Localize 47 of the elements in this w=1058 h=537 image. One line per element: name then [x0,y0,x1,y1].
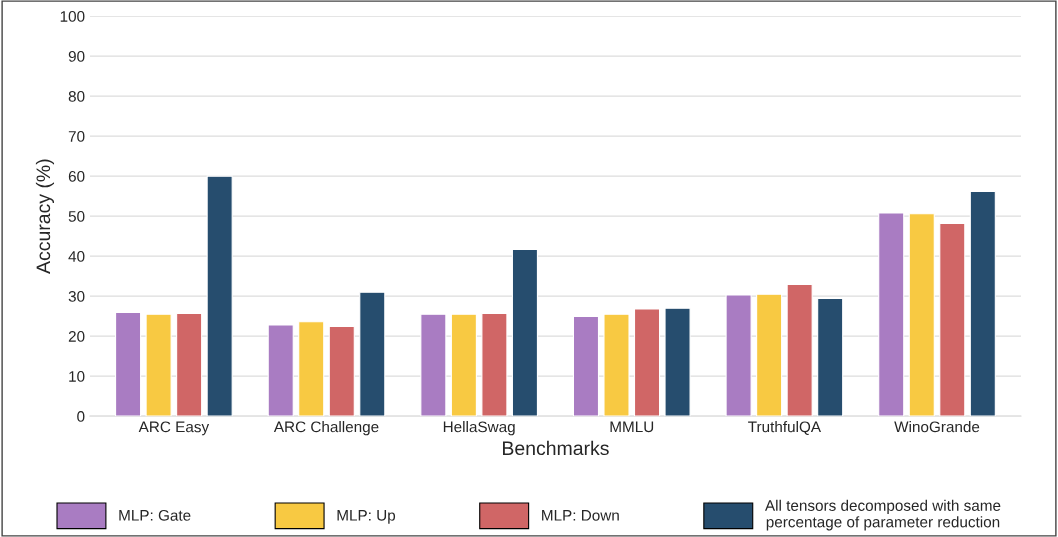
y-tick-label: 90 [68,50,85,62]
y-axis-title: Accuracy (%) [35,159,55,274]
y-tick-label: 60 [68,171,85,182]
bar [511,248,538,417]
y-tick-label: 0 [77,411,85,422]
x-tick-label: HellaSwag [443,421,515,436]
bar [481,312,508,417]
y-tick-label: 10 [69,371,85,382]
bar [115,312,142,417]
x-axis-title: Benchmarks [503,440,609,456]
bar [145,313,172,417]
x-tick-label: ARC Challenge [273,421,379,436]
x-tick-label: MMLU [610,421,654,433]
bar [603,313,630,417]
bar [420,313,447,417]
bar [176,312,203,417]
bar [450,313,477,417]
bar [298,321,325,417]
legend-label: MLP: Down [542,510,619,521]
bar [572,316,600,417]
y-tick-label: 20 [68,331,85,342]
y-tick-label: 50 [68,211,85,222]
bar [786,283,813,417]
bar [359,291,386,417]
bar [939,222,966,417]
bar [969,190,996,417]
legend-label: MLP: Gate [119,509,191,521]
legend-label: All tensors decomposed with same percentage of parameter reduction [764,499,1001,531]
y-tick-label: 70 [68,131,85,142]
y-tick-label: 40 [68,251,85,262]
bar [817,298,844,417]
bar [267,324,294,417]
y-tick-label: 30 [68,291,85,302]
y-tick-label: 80 [68,90,85,102]
bar [328,326,355,417]
x-tick-label: TruthfulQA [748,421,822,435]
bar [878,212,905,417]
bar [725,294,752,417]
bar [908,213,935,417]
bar [664,307,691,417]
legend-label: MLP: Up [337,510,396,524]
bar [756,293,783,417]
x-tick-label: WinoGrande [894,421,980,433]
bar [206,175,233,417]
x-tick-label: ARC Easy [138,421,210,436]
bar [633,308,661,417]
y-tick-label: 100 [60,10,85,22]
